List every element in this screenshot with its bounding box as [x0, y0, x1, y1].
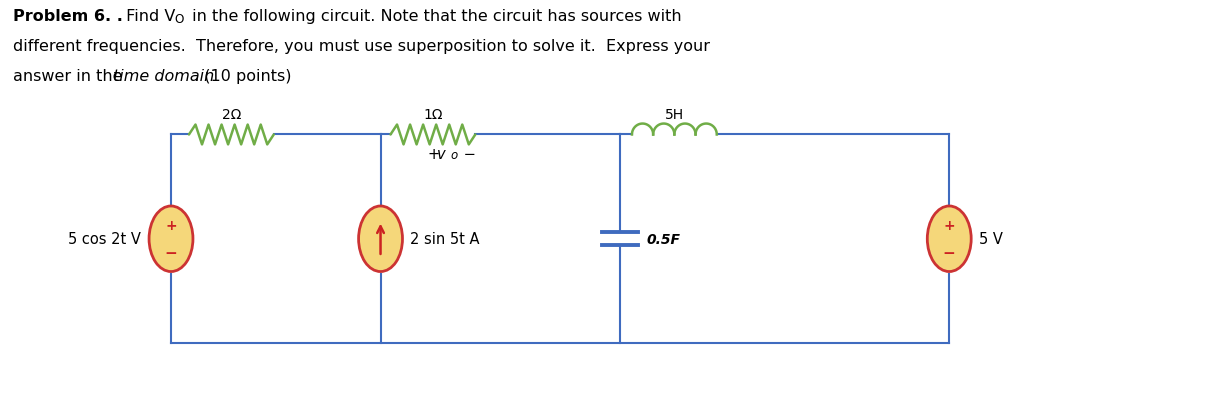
Text: in the following circuit. Note that the circuit has sources with: in the following circuit. Note that the … [187, 9, 681, 24]
Text: 5 cos 2t V: 5 cos 2t V [68, 231, 141, 247]
Text: +: + [165, 218, 177, 232]
Text: answer in the: answer in the [14, 69, 128, 84]
Ellipse shape [927, 207, 972, 272]
Text: time domain: time domain [113, 69, 214, 84]
Ellipse shape [149, 207, 193, 272]
Text: different frequencies.  Therefore, you must use superposition to solve it.  Expr: different frequencies. Therefore, you mu… [14, 39, 711, 54]
Text: −: − [943, 245, 956, 261]
Text: −: − [165, 245, 177, 261]
Text: −: − [459, 147, 476, 162]
Text: . (10 points): . (10 points) [194, 69, 292, 84]
Text: Find V: Find V [121, 9, 176, 24]
Text: 5H: 5H [664, 107, 684, 121]
Text: 0.5F: 0.5F [647, 232, 681, 246]
Text: O: O [175, 13, 183, 26]
Text: o: o [451, 149, 458, 162]
Text: v: v [437, 147, 445, 162]
Text: +: + [943, 218, 954, 232]
Text: 5 V: 5 V [979, 231, 1002, 247]
Text: 2 sin 5t A: 2 sin 5t A [411, 231, 480, 247]
Text: 1Ω: 1Ω [423, 107, 443, 121]
Text: +: + [428, 147, 445, 162]
Text: 2Ω: 2Ω [221, 107, 241, 121]
Ellipse shape [359, 207, 402, 272]
Text: Problem 6. .: Problem 6. . [14, 9, 123, 24]
